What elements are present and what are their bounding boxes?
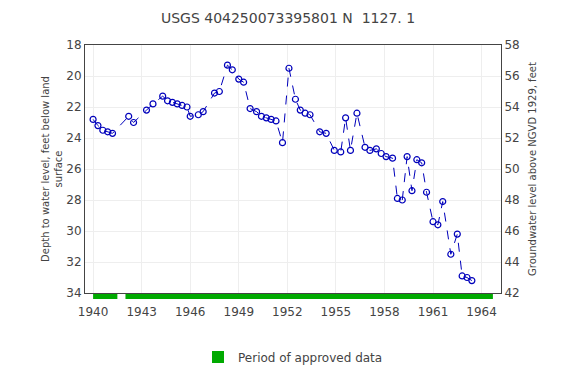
svg-text:1952: 1952	[272, 305, 303, 319]
svg-text:1961: 1961	[418, 305, 449, 319]
svg-text:48: 48	[504, 193, 519, 207]
svg-text:1955: 1955	[321, 305, 352, 319]
svg-text:52: 52	[504, 131, 519, 145]
svg-text:1943: 1943	[126, 305, 157, 319]
svg-text:34: 34	[66, 286, 81, 300]
svg-text:1949: 1949	[223, 305, 254, 319]
svg-text:22: 22	[66, 100, 81, 114]
svg-text:56: 56	[504, 69, 519, 83]
svg-text:18: 18	[66, 38, 81, 52]
svg-text:54: 54	[504, 100, 519, 114]
svg-text:Depth to water level, feet bel: Depth to water level, feet below landsur…	[40, 76, 64, 262]
svg-text:30: 30	[66, 224, 81, 238]
svg-text:44: 44	[504, 255, 519, 269]
svg-text:46: 46	[504, 224, 519, 238]
svg-text:Groundwater level above NGVD 1: Groundwater level above NGVD 1929, feet	[527, 62, 538, 276]
svg-text:1964: 1964	[466, 305, 497, 319]
svg-text:1946: 1946	[175, 305, 206, 319]
svg-text:58: 58	[504, 38, 519, 52]
svg-text:28: 28	[66, 193, 81, 207]
svg-text:20: 20	[66, 69, 81, 83]
svg-text:USGS 404250073395801 N 1127.: USGS 404250073395801 N 1127. 1	[161, 10, 415, 26]
svg-text:24: 24	[66, 131, 81, 145]
svg-text:32: 32	[66, 255, 81, 269]
svg-text:26: 26	[66, 162, 81, 176]
svg-text:Period of approved data: Period of approved data	[238, 351, 382, 365]
svg-text:50: 50	[504, 162, 519, 176]
svg-text:42: 42	[504, 286, 519, 300]
svg-text:1940: 1940	[78, 305, 109, 319]
svg-text:1958: 1958	[369, 305, 400, 319]
